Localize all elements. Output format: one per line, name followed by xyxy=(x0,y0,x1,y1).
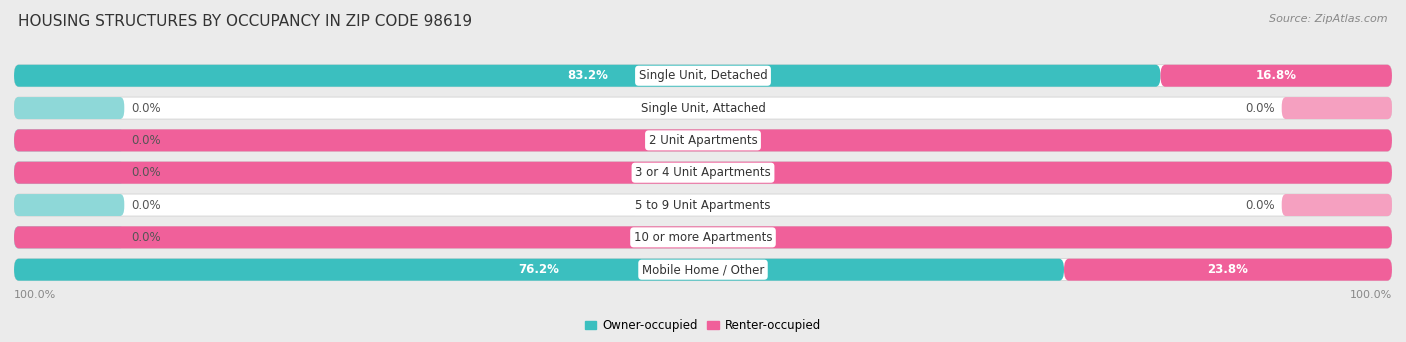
FancyBboxPatch shape xyxy=(14,162,1392,184)
FancyBboxPatch shape xyxy=(14,129,124,152)
FancyBboxPatch shape xyxy=(14,226,1392,248)
FancyBboxPatch shape xyxy=(14,194,1392,216)
Text: 100.0%: 100.0% xyxy=(14,290,56,300)
Text: 0.0%: 0.0% xyxy=(131,166,160,179)
FancyBboxPatch shape xyxy=(14,259,1392,281)
Text: 10 or more Apartments: 10 or more Apartments xyxy=(634,231,772,244)
FancyBboxPatch shape xyxy=(14,65,1160,87)
FancyBboxPatch shape xyxy=(1282,97,1392,119)
Text: 100.0%: 100.0% xyxy=(679,166,727,179)
Text: 0.0%: 0.0% xyxy=(131,199,160,212)
FancyBboxPatch shape xyxy=(14,97,1392,119)
Text: Single Unit, Detached: Single Unit, Detached xyxy=(638,69,768,82)
Text: Source: ZipAtlas.com: Source: ZipAtlas.com xyxy=(1270,14,1388,24)
FancyBboxPatch shape xyxy=(1160,65,1392,87)
Text: 100.0%: 100.0% xyxy=(679,231,727,244)
FancyBboxPatch shape xyxy=(14,129,1392,152)
FancyBboxPatch shape xyxy=(14,194,124,216)
Text: 100.0%: 100.0% xyxy=(1350,290,1392,300)
Text: 0.0%: 0.0% xyxy=(131,231,160,244)
Text: 0.0%: 0.0% xyxy=(1246,102,1275,115)
Text: 0.0%: 0.0% xyxy=(131,102,160,115)
Text: 5 to 9 Unit Apartments: 5 to 9 Unit Apartments xyxy=(636,199,770,212)
FancyBboxPatch shape xyxy=(14,97,124,119)
FancyBboxPatch shape xyxy=(14,65,1392,87)
FancyBboxPatch shape xyxy=(14,129,1392,152)
Text: 23.8%: 23.8% xyxy=(1208,263,1249,276)
Legend: Owner-occupied, Renter-occupied: Owner-occupied, Renter-occupied xyxy=(579,314,827,337)
Text: 2 Unit Apartments: 2 Unit Apartments xyxy=(648,134,758,147)
Text: 100.0%: 100.0% xyxy=(679,134,727,147)
FancyBboxPatch shape xyxy=(14,162,1392,184)
FancyBboxPatch shape xyxy=(14,226,1392,248)
FancyBboxPatch shape xyxy=(14,162,124,184)
FancyBboxPatch shape xyxy=(1282,194,1392,216)
Text: 0.0%: 0.0% xyxy=(131,134,160,147)
Text: HOUSING STRUCTURES BY OCCUPANCY IN ZIP CODE 98619: HOUSING STRUCTURES BY OCCUPANCY IN ZIP C… xyxy=(18,14,472,29)
Text: 3 or 4 Unit Apartments: 3 or 4 Unit Apartments xyxy=(636,166,770,179)
Text: Mobile Home / Other: Mobile Home / Other xyxy=(641,263,765,276)
Text: Single Unit, Attached: Single Unit, Attached xyxy=(641,102,765,115)
Text: 16.8%: 16.8% xyxy=(1256,69,1296,82)
FancyBboxPatch shape xyxy=(1064,259,1392,281)
Text: 0.0%: 0.0% xyxy=(1246,199,1275,212)
Text: 83.2%: 83.2% xyxy=(567,69,607,82)
FancyBboxPatch shape xyxy=(14,259,1064,281)
Text: 76.2%: 76.2% xyxy=(519,263,560,276)
FancyBboxPatch shape xyxy=(14,226,124,248)
